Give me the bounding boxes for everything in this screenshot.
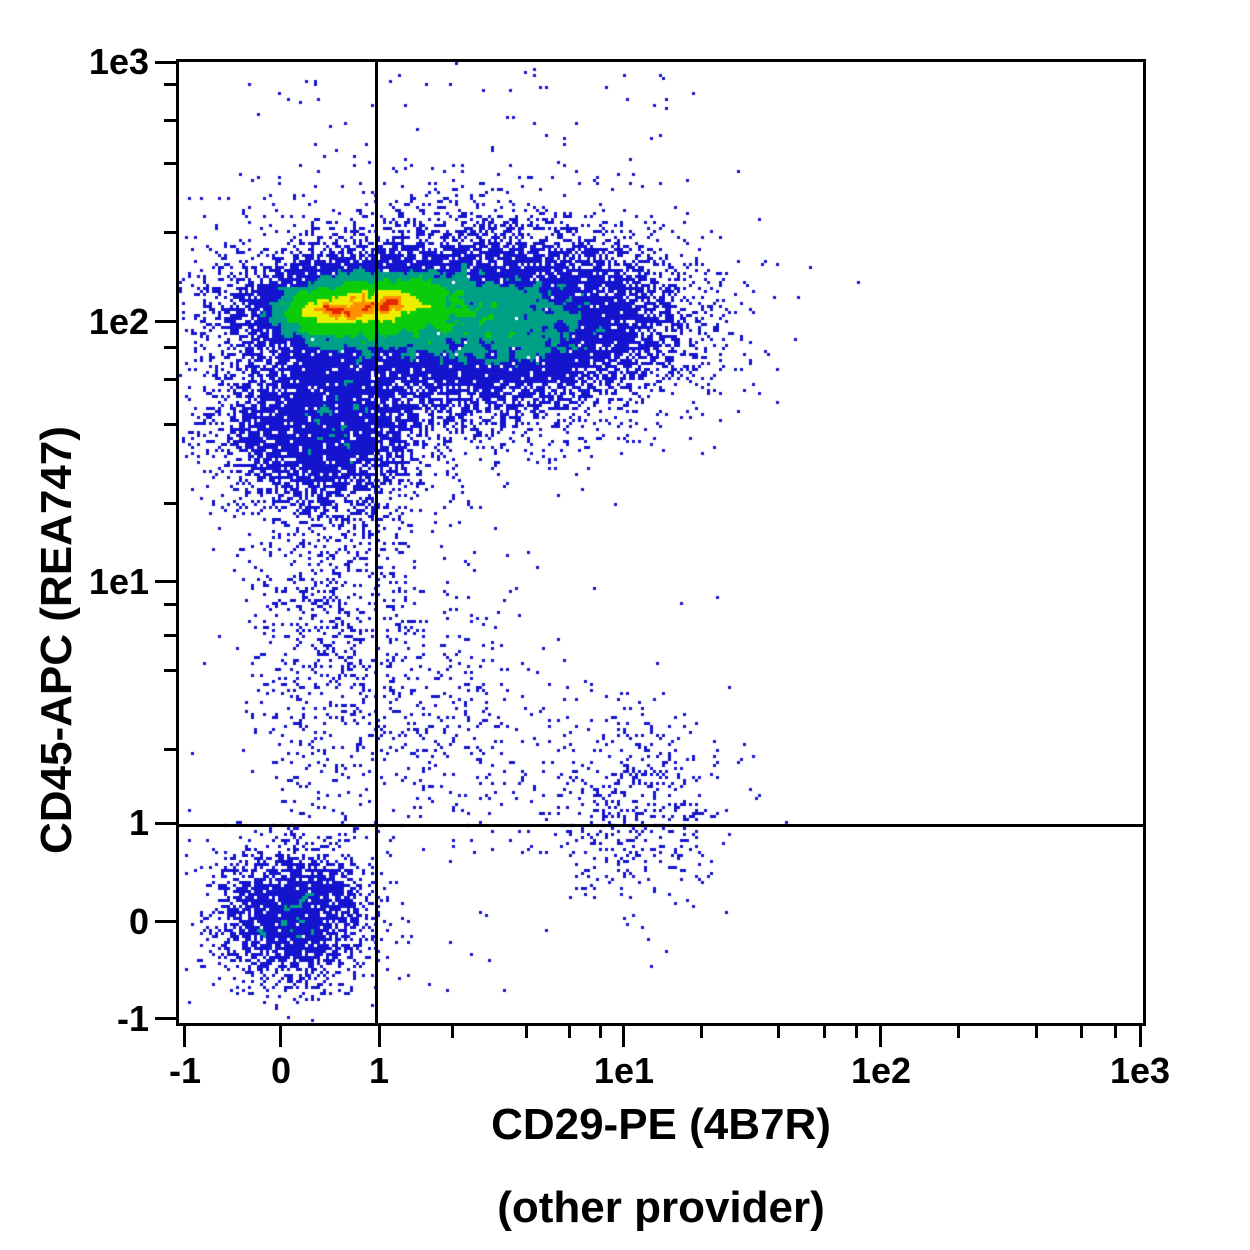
x-axis-minor-tick [957,1026,961,1038]
x-axis-minor-tick [1113,1026,1117,1038]
y-tick-label: 1e3 [88,41,149,82]
y-axis-major-tick [155,60,176,64]
y-axis-major-tick [155,1017,176,1021]
x-axis-minor-tick [1080,1026,1084,1038]
y-axis-minor-tick [164,231,176,235]
x-axis-minor-tick [777,1026,781,1038]
x-axis-minor-tick [822,1026,826,1038]
x-tick-label: 1 [369,1050,390,1091]
y-axis-minor-tick [164,668,176,672]
x-axis-minor-tick [699,1026,703,1038]
y-tick-label: -1 [116,997,149,1039]
y-tick-label: 1e2 [88,300,149,342]
x-axis-major-tick [879,1026,883,1047]
x-axis-major-tick [1138,1026,1142,1047]
y-axis-minor-tick [164,83,176,87]
y-axis-title: CD45-APC (REA747) [32,426,81,854]
x-axis-minor-tick [524,1026,528,1038]
quadrant-gate-horizontal-line [179,824,1143,827]
quadrant-gate-vertical-line [375,62,378,1023]
y-axis-minor-tick [164,633,176,637]
x-axis-minor-tick [451,1026,455,1038]
y-axis-minor-tick [164,345,176,349]
x-axis-subtitle: (other provider) [497,1183,825,1232]
x-tick-label: 1e2 [850,1050,912,1091]
x-axis-major-tick [183,1026,187,1047]
y-axis-minor-tick [164,423,176,427]
y-tick-label: 1e1 [88,560,149,602]
x-axis-minor-tick [598,1026,602,1038]
x-axis-minor-tick [1035,1026,1039,1038]
y-axis-major-tick [155,920,176,924]
y-axis-major-tick [155,320,176,324]
x-axis-major-tick [622,1026,626,1047]
plot-area [176,59,1146,1026]
y-axis-major-tick [155,821,176,825]
x-tick-label: 1e1 [593,1050,655,1091]
y-axis-minor-tick [164,378,176,382]
density-scatter-canvas [179,62,1143,1023]
x-axis-major-tick [377,1026,381,1047]
x-tick-label: -1 [168,1050,201,1091]
y-tick-label: 0 [128,900,149,942]
x-axis-major-tick [279,1026,283,1047]
x-tick-label: 0 [270,1050,291,1091]
y-axis-minor-tick [164,502,176,506]
x-tick-label: 1e3 [1109,1050,1171,1091]
y-axis-major-tick [155,580,176,584]
y-axis-minor-tick [164,161,176,165]
x-axis-minor-tick [854,1026,858,1038]
y-axis-minor-tick [164,118,176,122]
x-axis-minor-tick [568,1026,572,1038]
y-axis-minor-tick [164,603,176,607]
x-axis-title: CD29-PE (4B7R) [491,1100,831,1149]
y-axis-minor-tick [164,748,176,752]
y-tick-label: 1 [128,802,149,844]
